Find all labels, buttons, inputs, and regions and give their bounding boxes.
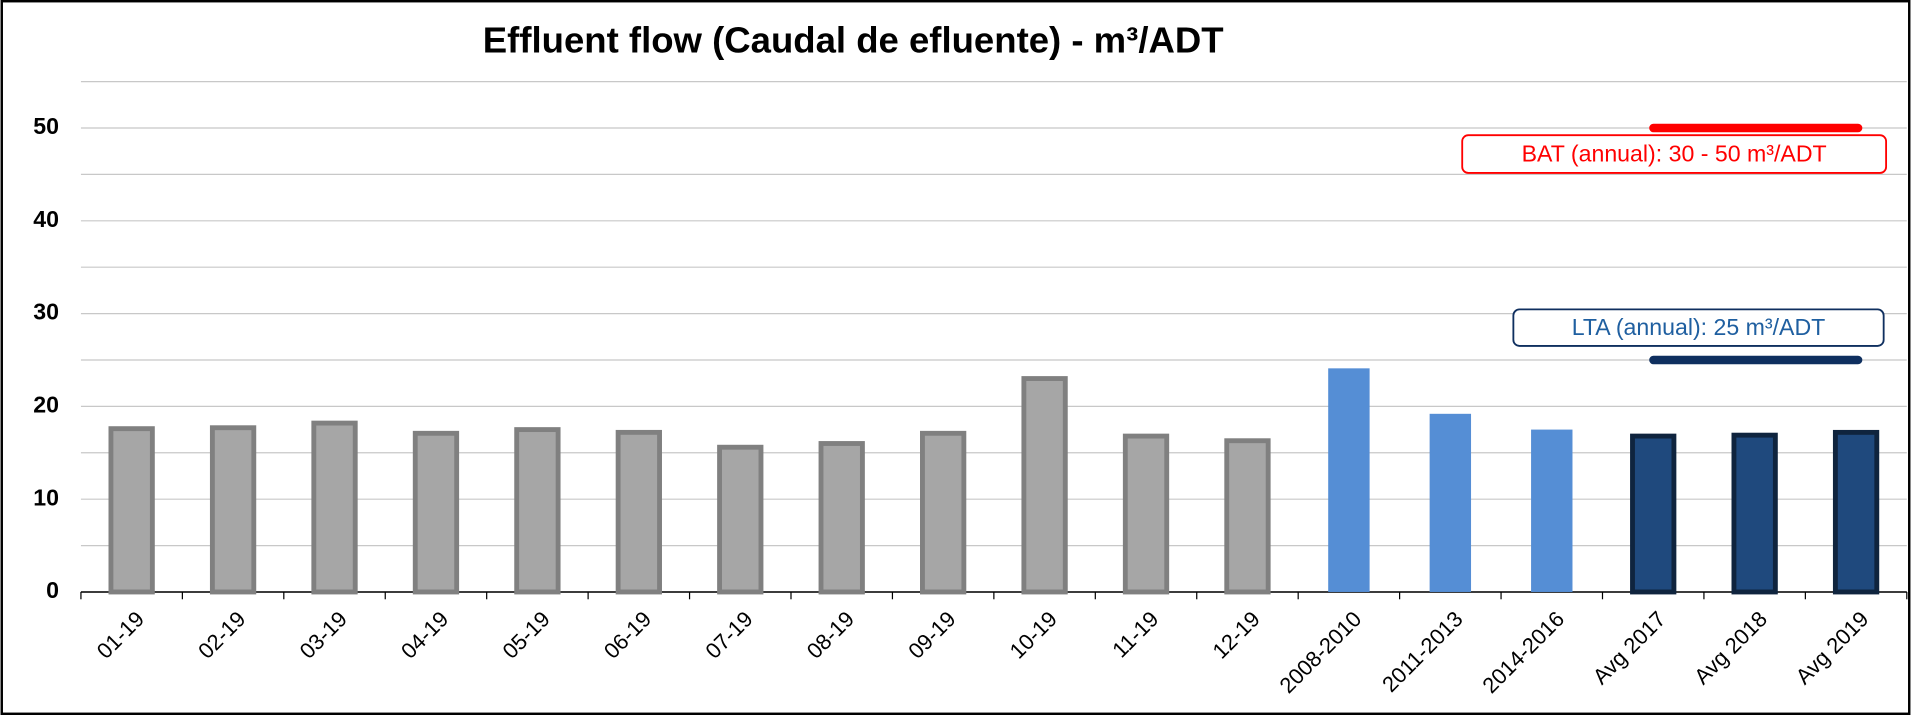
- bar: [818, 441, 865, 595]
- y-tick-label: 20: [33, 391, 59, 417]
- bar: [1224, 438, 1271, 595]
- bar: [514, 427, 561, 595]
- bar: [1531, 429, 1573, 592]
- y-tick-label: 50: [33, 113, 59, 139]
- bar: [1429, 413, 1472, 592]
- bar: [1630, 433, 1677, 595]
- y-tick-label: 30: [33, 299, 59, 325]
- annotation-box: [1512, 308, 1885, 347]
- bar: [1328, 368, 1370, 592]
- annotation: LTA (annual): 25 m³/ADT: [1572, 314, 1826, 340]
- bar: [108, 426, 155, 595]
- bar: [311, 420, 358, 595]
- bar: [412, 430, 460, 595]
- bar: [1832, 429, 1880, 595]
- y-tick-label: 10: [33, 484, 59, 510]
- bar: [615, 429, 662, 595]
- bar: [1731, 432, 1778, 595]
- chart-title: Effluent flow (Caudal de efluente) - m³/…: [483, 19, 1224, 60]
- bar: [1021, 376, 1068, 595]
- y-tick-label: 0: [46, 577, 59, 603]
- bar: [1122, 433, 1170, 595]
- annotation-box: [1461, 134, 1888, 174]
- annotation: BAT (annual): 30 - 50 m³/ADT: [1522, 140, 1827, 166]
- bar: [920, 430, 967, 595]
- bar: [717, 444, 764, 595]
- bar: [209, 425, 257, 595]
- y-tick-label: 40: [33, 206, 59, 232]
